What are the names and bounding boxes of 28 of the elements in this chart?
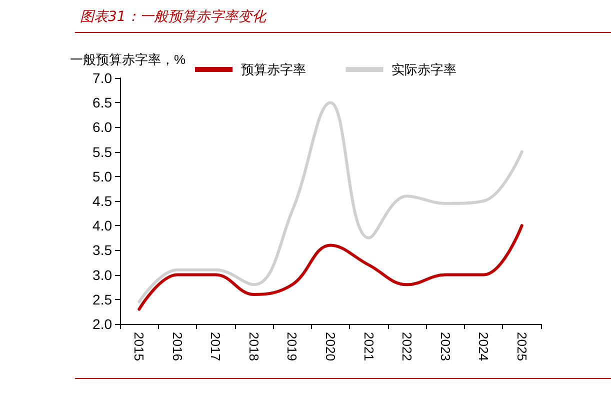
y-tick-label: 4.5 — [92, 193, 112, 209]
y-tick-label: 6.0 — [92, 119, 112, 136]
x-tick-label: 2020 — [323, 332, 338, 361]
chart-title: 图表31：一般预算赤字率变化 — [80, 8, 266, 26]
x-tick-label: 2025 — [514, 332, 530, 361]
legend-label: 预算赤字率 — [240, 62, 306, 77]
y-tick-label: 2.5 — [92, 291, 112, 308]
y-tick-label: 3.5 — [92, 242, 112, 258]
y-tick-label: 5.5 — [92, 144, 112, 160]
x-tick-label: 2016 — [170, 332, 185, 361]
y-tick-label: 7.0 — [92, 70, 112, 86]
x-tick-label: 2015 — [132, 332, 147, 361]
x-tick-label: 2024 — [476, 332, 492, 361]
x-tick-label: 2023 — [438, 332, 453, 361]
x-tick-label: 2022 — [400, 332, 415, 361]
y-tick-label: 2.0 — [92, 316, 112, 332]
y-tick-label: 6.5 — [92, 94, 112, 111]
line-series — [138, 101, 524, 304]
legend-label: 实际赤字率 — [392, 62, 456, 77]
line-series — [138, 224, 524, 311]
y-tick-label: 5.0 — [92, 168, 112, 184]
x-tick-label: 2017 — [208, 332, 224, 361]
y-axis-title: 一般预算赤字率，% — [70, 52, 186, 67]
x-tick-label: 2019 — [284, 332, 300, 361]
y-tick-label: 4.0 — [92, 218, 112, 234]
x-tick-label: 2021 — [361, 332, 376, 361]
x-tick-label: 2018 — [246, 332, 262, 361]
y-tick-label: 3.0 — [92, 266, 112, 283]
